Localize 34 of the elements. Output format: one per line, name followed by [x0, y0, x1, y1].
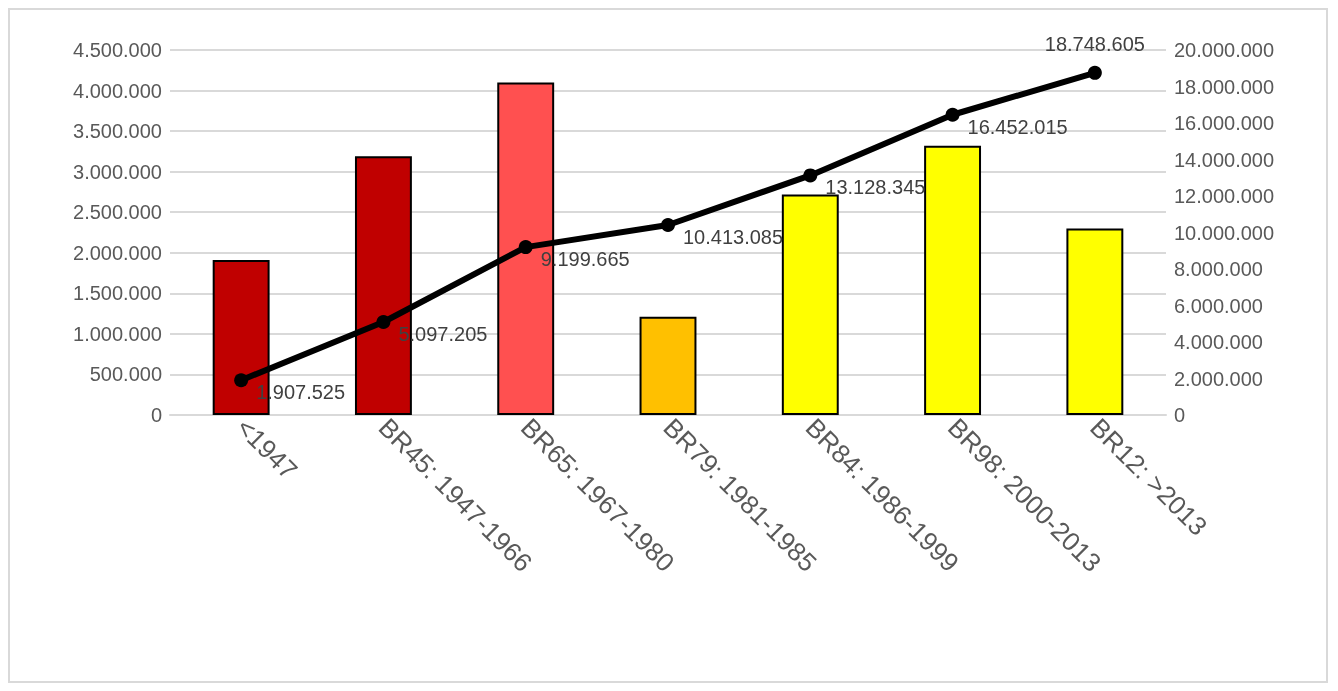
- data-label: 18.748.605: [1044, 32, 1145, 55]
- y-tick-label: 2.000.000: [73, 241, 162, 264]
- point: [945, 107, 960, 122]
- point: [803, 168, 818, 183]
- point: [1087, 65, 1102, 80]
- y-tick-label: 4.500.000: [73, 39, 162, 61]
- bar: [639, 316, 697, 415]
- point: [518, 240, 533, 255]
- y2-tick-label: 12.000.000: [1174, 185, 1275, 207]
- y2-tick-label: 4.000.000: [1174, 331, 1263, 353]
- y-tick-label: 1.500.000: [73, 282, 162, 305]
- y2-tick-label: 20.000.000: [1174, 39, 1275, 61]
- y2-tick-label: 14.000.000: [1174, 148, 1275, 171]
- point: [376, 314, 391, 329]
- y-tick-label: 2.500.000: [73, 201, 162, 224]
- y-tick-label: 3.000.000: [73, 160, 162, 183]
- data-label: 16.452.015: [967, 115, 1068, 138]
- y2-tick-label: 8.000.000: [1174, 258, 1263, 280]
- y2-tick-label: 6.000.000: [1174, 294, 1263, 317]
- y2-tick-label: 18.000.000: [1174, 75, 1275, 98]
- point: [234, 373, 249, 388]
- y2-tick-label: 2.000.000: [1174, 367, 1263, 390]
- bar: [781, 194, 839, 415]
- y-tick-label: 3.500.000: [73, 120, 162, 143]
- y-tick-label: 4.000.000: [73, 79, 162, 102]
- y2-tick-label: 0: [1174, 404, 1186, 426]
- y-tick-label: 0: [150, 404, 162, 426]
- y2-tick-label: 10.000.000: [1174, 221, 1275, 244]
- bar: [1066, 228, 1124, 415]
- y2-tick-label: 16.000.000: [1174, 112, 1275, 134]
- y-tick-label: 500.000: [89, 363, 162, 386]
- bar: [924, 145, 982, 415]
- y-tick-label: 1.000.000: [73, 322, 162, 345]
- point: [661, 217, 675, 232]
